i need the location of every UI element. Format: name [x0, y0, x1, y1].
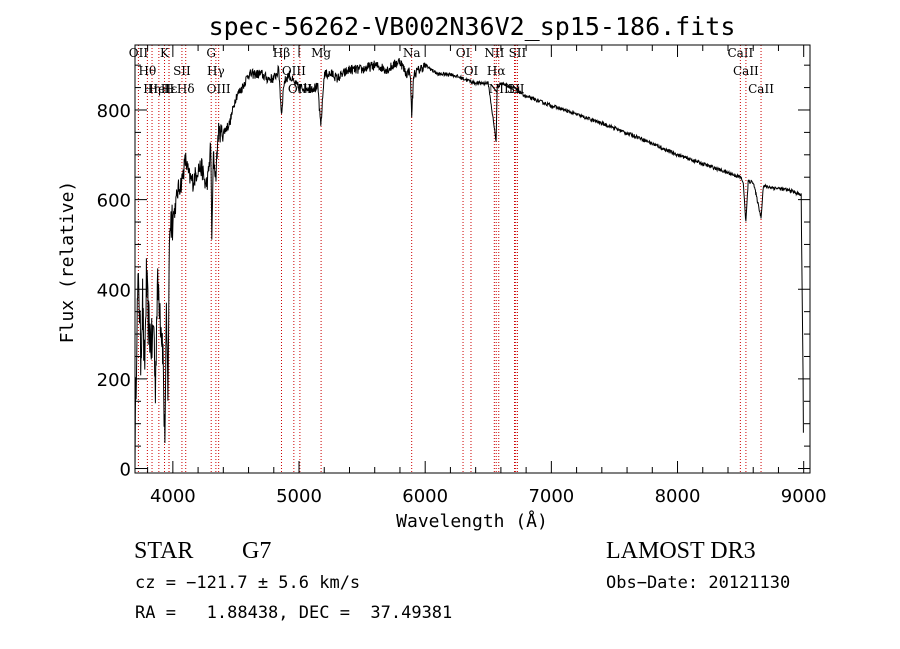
survey-name: LAMOST DR3 — [606, 538, 756, 564]
line-marker-label: Hθ — [139, 64, 157, 78]
x-tick-label: 4000 — [150, 486, 196, 507]
line-marker-label: Hα — [487, 64, 506, 78]
line-marker-label: K — [160, 46, 170, 60]
line-marker-label: OIII — [207, 82, 231, 96]
line-marker-label: HeI — [148, 82, 171, 96]
line-marker-label: CaII — [733, 64, 759, 78]
line-marker-label: OII — [129, 46, 149, 60]
y-axis-ticks: 0 200 400 600 800 — [97, 64, 810, 481]
line-marker-label: OIII — [282, 64, 306, 78]
y-tick-label: 800 — [97, 101, 131, 122]
line-marker-label: Mg — [311, 46, 331, 60]
coordinates-readout: RA = 1.88438, DEC = 37.49381 — [135, 603, 453, 623]
line-marker-label: OI — [456, 46, 471, 60]
line-marker-label: Hγ — [207, 64, 225, 78]
line-marker-label: NII — [489, 82, 509, 96]
line-marker-label: SII — [509, 46, 527, 60]
line-marker-label: Hδ — [177, 82, 195, 96]
line-marker-label: Na — [403, 46, 421, 60]
x-tick-label: 8000 — [655, 486, 701, 507]
x-tick-label: 6000 — [402, 486, 448, 507]
x-tick-label: 5000 — [276, 486, 322, 507]
line-marker-label: CaII — [727, 46, 753, 60]
line-marker-label: OI — [464, 64, 479, 78]
y-axis-label: Flux (relative) — [57, 181, 78, 344]
line-marker-label: H — [164, 82, 174, 96]
plot-frame — [134, 44, 811, 474]
x-axis-label: Wavelength (Å) — [396, 510, 548, 532]
y-tick-label: 600 — [97, 191, 131, 212]
line-marker-label: G — [206, 46, 216, 60]
line-marker-label: Hβ — [273, 46, 290, 60]
object-type: STAR — [134, 538, 194, 564]
spectrum-line — [134, 58, 804, 471]
line-marker-label: NII — [484, 46, 504, 60]
redshift-readout: cz = −121.7 ± 5.6 km/s — [135, 573, 361, 593]
x-tick-label: 7000 — [528, 486, 574, 507]
line-marker-label: CaII — [748, 82, 774, 96]
spectral-subclass: G7 — [242, 538, 272, 564]
observation-date: Obs−Date: 20121130 — [606, 573, 791, 593]
line-marker-label: Li — [509, 82, 521, 96]
x-axis-ticks: 4000 5000 6000 7000 8000 9000 — [147, 45, 827, 507]
x-tick-label: 9000 — [781, 486, 827, 507]
line-marker-label: Hη — [143, 82, 161, 96]
chart-title: spec-56262-VB002N36V2_sp15-186.fits — [209, 12, 736, 41]
y-tick-label: 200 — [97, 370, 131, 391]
line-marker-label: Hε — [161, 82, 178, 96]
line-marker-label: SII — [173, 64, 191, 78]
y-tick-label: 0 — [120, 460, 131, 481]
y-tick-label: 400 — [97, 280, 131, 301]
